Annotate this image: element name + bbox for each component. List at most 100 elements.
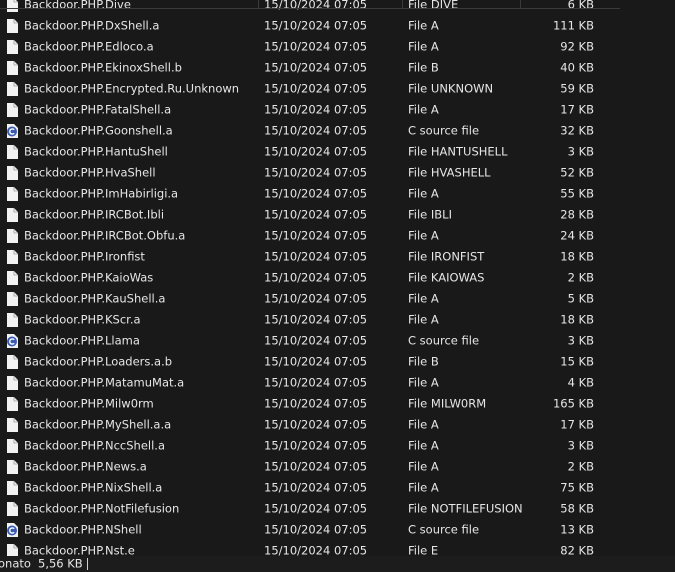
file-icon: [7, 376, 18, 390]
file-size: 2 KB: [568, 460, 595, 474]
file-type: File KAIOWAS: [408, 271, 484, 285]
file-icon-fold: [13, 544, 18, 549]
file-icon: [7, 292, 18, 306]
file-row[interactable]: Backdoor.PHP.NixShell.a 15/10/2024 07:05 F…: [7, 481, 594, 496]
file-row[interactable]: Backdoor.PHP.MyShell.a.a 15/10/2024 07:05…: [7, 418, 594, 433]
file-name: Backdoor.PHP.FatalShell.a: [24, 103, 171, 117]
file-name: Backdoor.PHP.KauShell.a: [24, 292, 165, 306]
file-icon: [7, 355, 18, 369]
file-size: 6 KB: [568, 0, 595, 12]
file-row[interactable]: Backdoor.PHP.IRCBot.Obfu.a 15/10/2024 07:…: [7, 229, 594, 244]
file-type: File A: [408, 376, 439, 390]
file-name: Backdoor.PHP.IRCBot.Obfu.a: [24, 229, 185, 243]
file-icon-fold: [13, 355, 18, 360]
file-row[interactable]: Backdoor.PHP.KauShell.a 15/10/2024 07:05 F…: [7, 292, 594, 307]
file-row[interactable]: Backdoor.PHP.NotFilefusion 15/10/2024 07:…: [7, 502, 594, 517]
file-list: Backdoor.PHP.Dive 15/10/2024 07:05 File DI…: [7, 0, 595, 559]
file-icon: [7, 250, 18, 264]
file-date: 15/10/2024 07:05: [264, 523, 367, 537]
file-icon: [7, 418, 18, 432]
file-icon: [7, 439, 18, 453]
file-type: File A: [408, 439, 439, 453]
file-icon-fold: [13, 166, 18, 171]
file-row[interactable]: Backdoor.PHP.Goonshell.a 15/10/2024 07:05…: [7, 124, 594, 139]
file-row[interactable]: Backdoor.PHP.DxShell.a 15/10/2024 07:05 Fi…: [7, 19, 594, 34]
file-size: 18 KB: [560, 250, 594, 264]
file-size: 75 KB: [560, 481, 594, 495]
file-size: 40 KB: [560, 61, 594, 75]
file-row[interactable]: Backdoor.PHP.Llama 15/10/2024 07:05 C sour…: [7, 334, 594, 349]
file-name: Backdoor.PHP.Loaders.a.b: [24, 355, 172, 369]
file-date: 15/10/2024 07:05: [264, 40, 367, 54]
file-type: File A: [408, 460, 439, 474]
file-icon-fold: [13, 376, 18, 381]
file-type: File UNKNOWN: [408, 82, 493, 96]
c-source-letter: [9, 527, 15, 534]
file-row[interactable]: Backdoor.PHP.Edloco.a 15/10/2024 07:05 Fil…: [7, 40, 594, 55]
file-name: Backdoor.PHP.ImHabirligi.a: [24, 187, 178, 201]
file-icon-fold: [13, 82, 18, 87]
file-row[interactable]: Backdoor.PHP.NShell 15/10/2024 07:05 C sou…: [7, 523, 594, 538]
file-icon-fold: [13, 40, 18, 45]
file-size: 92 KB: [560, 40, 594, 54]
file-name: Backdoor.PHP.Nst.e: [24, 544, 135, 558]
file-name: Backdoor.PHP.Milw0rm: [24, 397, 154, 411]
file-type: File MILW0RM: [408, 397, 486, 411]
file-type: File A: [408, 187, 439, 201]
file-row[interactable]: Backdoor.PHP.KScr.a 15/10/2024 07:05 File …: [7, 313, 594, 328]
file-date: 15/10/2024 07:05: [264, 418, 367, 432]
c-source-badge: [7, 126, 17, 137]
status-bar: [0, 556, 675, 572]
file-date: 15/10/2024 07:05: [264, 271, 367, 285]
file-icon-fold: [13, 250, 18, 255]
file-date: 15/10/2024 07:05: [264, 61, 367, 75]
file-row[interactable]: Backdoor.PHP.HantuShell 15/10/2024 07:05 F…: [7, 145, 594, 160]
file-row[interactable]: Backdoor.PHP.ImHabirligi.a 15/10/2024 07:…: [7, 187, 594, 202]
file-name: Backdoor.PHP.NccShell.a: [24, 439, 165, 453]
file-icon-fold: [13, 0, 18, 3]
file-row[interactable]: Backdoor.PHP.EkinoxShell.b 15/10/2024 07:…: [7, 61, 594, 76]
file-date: 15/10/2024 07:05: [264, 229, 367, 243]
file-name: Backdoor.PHP.HvaShell: [24, 166, 156, 180]
file-type: File IBLI: [408, 208, 452, 222]
file-name: Backdoor.PHP.Edloco.a: [24, 40, 154, 54]
file-row[interactable]: Backdoor.PHP.HvaShell 15/10/2024 07:05 Fil…: [7, 166, 594, 181]
file-row[interactable]: Backdoor.PHP.Nst.e 15/10/2024 07:05 File E…: [7, 544, 594, 559]
file-row[interactable]: Backdoor.PHP.MatamuMat.a 15/10/2024 07:05…: [7, 376, 594, 391]
c-source-letter: [9, 128, 15, 135]
file-icon-fold: [13, 61, 18, 66]
file-date: 15/10/2024 07:05: [264, 0, 367, 12]
file-icon: [7, 82, 18, 96]
file-row[interactable]: Backdoor.PHP.Milw0rm 15/10/2024 07:05 File…: [7, 397, 594, 412]
file-icon-fold: [13, 439, 18, 444]
file-row[interactable]: Backdoor.PHP.Encrypted.Ru.Unknown 15/10/2…: [7, 82, 594, 97]
file-size: 55 KB: [560, 187, 594, 201]
file-type: File IRONFIST: [408, 250, 485, 264]
file-size: 3 KB: [568, 439, 595, 453]
file-icon-fold: [13, 103, 18, 108]
file-row[interactable]: Backdoor.PHP.IRCBot.Ibli 15/10/2024 07:05…: [7, 208, 594, 223]
file-size: 82 KB: [560, 544, 594, 558]
file-type: File B: [408, 355, 439, 369]
file-name: Backdoor.PHP.NShell: [24, 523, 142, 537]
file-row[interactable]: Backdoor.PHP.KaioWas 15/10/2024 07:05 File…: [7, 271, 594, 286]
file-icon: [7, 271, 18, 285]
file-icon: [7, 313, 18, 327]
file-row[interactable]: Backdoor.PHP.Ironfist 15/10/2024 07:05 Fil…: [7, 250, 594, 265]
file-date: 15/10/2024 07:05: [264, 460, 367, 474]
file-name: Backdoor.PHP.Goonshell.a: [24, 124, 173, 138]
file-row[interactable]: Backdoor.PHP.NccShell.a 15/10/2024 07:05 F…: [7, 439, 594, 454]
file-row[interactable]: Backdoor.PHP.News.a 15/10/2024 07:05 File …: [7, 460, 594, 475]
file-icon-fold: [13, 502, 18, 507]
file-size: 15 KB: [560, 355, 594, 369]
file-icon: [7, 61, 18, 75]
file-type: C source file: [408, 523, 479, 537]
file-size: 17 KB: [560, 103, 594, 117]
c-source-badge: [7, 525, 17, 536]
file-type: File A: [408, 40, 439, 54]
file-icon: [7, 208, 18, 222]
file-row[interactable]: Backdoor.PHP.Loaders.a.b 15/10/2024 07:05…: [7, 355, 594, 370]
file-icon-fold: [13, 418, 18, 423]
file-row[interactable]: Backdoor.PHP.FatalShell.a 15/10/2024 07:0…: [7, 103, 594, 118]
status-size: 5,56 KB: [38, 557, 83, 571]
